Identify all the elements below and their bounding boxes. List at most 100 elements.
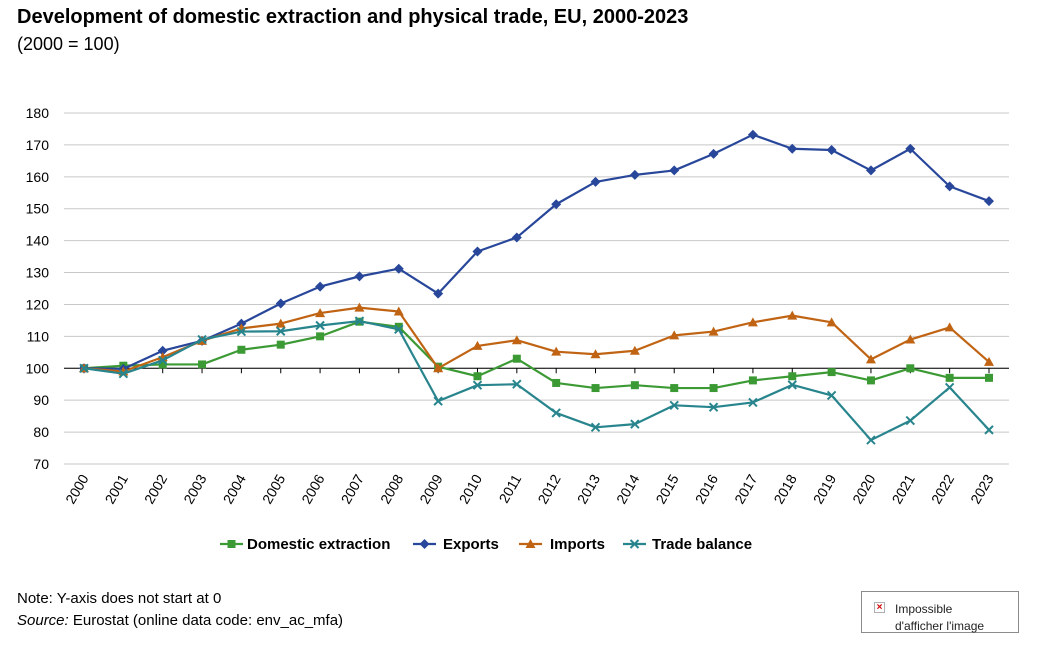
- trade-balance-line: [83, 319, 990, 442]
- y-tick-label: 170: [26, 137, 50, 153]
- domestic-extraction-point: [670, 384, 679, 393]
- x-tick-label: 2019: [810, 471, 840, 506]
- legend-item-domestic-extraction: Domestic extraction: [220, 536, 390, 553]
- x-tick-label: 2018: [770, 471, 800, 506]
- legend-label: Trade balance: [652, 536, 752, 553]
- data-series: [79, 129, 994, 445]
- exports-point: [944, 181, 955, 192]
- y-tick-label: 180: [26, 105, 50, 121]
- y-tick-label: 70: [33, 456, 49, 472]
- imports-point: [905, 334, 916, 344]
- trade-balance-point: [512, 379, 522, 389]
- trade-balance-point: [315, 320, 325, 331]
- chart-title: Development of domestic extraction and p…: [17, 6, 689, 28]
- legend-marker: [419, 539, 430, 549]
- domestic-extraction-point: [906, 364, 915, 373]
- trade-balance-point: [905, 415, 916, 426]
- imports-point: [944, 322, 955, 332]
- x-tick-label: 2014: [613, 471, 643, 506]
- y-tick-label: 100: [26, 360, 50, 376]
- domestic-extraction-point: [276, 340, 285, 349]
- trade-balance-point: [866, 435, 876, 445]
- trade-balance-point: [787, 380, 797, 390]
- domestic-extraction-point: [985, 373, 993, 382]
- y-axis-tick-labels: 70 80 90 100 110 120 130 140 150 160 170 180: [26, 105, 50, 472]
- x-tick-label: 2021: [888, 471, 918, 506]
- y-tick-label: 80: [33, 424, 49, 440]
- series-imports: [79, 302, 994, 376]
- exports-point: [511, 232, 522, 243]
- source-text: Eurostat (online data code: env_ac_mfa): [68, 612, 344, 629]
- imports-point: [669, 330, 680, 340]
- domestic-extraction-point: [709, 384, 718, 393]
- imports-point: [472, 340, 483, 350]
- exports-point: [669, 165, 680, 176]
- x-tick-label: 2010: [456, 471, 486, 506]
- x-tick-label: 2023: [967, 471, 997, 506]
- imports-point: [629, 345, 640, 355]
- domestic-extraction-point: [630, 381, 639, 390]
- legend-marker: [227, 540, 236, 548]
- imports-point: [747, 317, 758, 327]
- domestic-extraction-point: [198, 360, 207, 369]
- exports-point: [433, 288, 444, 299]
- series-trade-balance: [79, 316, 994, 445]
- x-tick-label: 2008: [377, 471, 407, 506]
- exports-point: [826, 145, 837, 156]
- source-line: Source: Eurostat (online data code: env_…: [17, 612, 343, 629]
- imports-point: [984, 356, 994, 366]
- x-tick-label: 2003: [180, 471, 210, 506]
- x-tick-label: 2015: [652, 471, 682, 506]
- domestic-extraction-point: [827, 368, 836, 377]
- trade-balance-point: [236, 326, 247, 337]
- exports-point: [393, 263, 404, 274]
- imports-point: [511, 335, 522, 345]
- domestic-extraction-point: [866, 376, 875, 385]
- domestic-extraction-point: [591, 384, 600, 393]
- trade-balance-point: [944, 382, 955, 393]
- legend-item-trade-balance: Trade balance: [623, 536, 752, 553]
- exports-point: [865, 165, 876, 176]
- trade-balance-point: [354, 316, 365, 326]
- y-tick-label: 130: [26, 265, 50, 281]
- exports-point: [551, 199, 562, 210]
- x-tick-label: 2017: [731, 471, 761, 506]
- exports-point: [157, 345, 168, 356]
- domestic-extraction-point: [473, 372, 482, 381]
- y-tick-label: 120: [26, 296, 50, 312]
- x-tick-label: 2020: [849, 471, 879, 506]
- legend-item-exports: Exports: [413, 536, 499, 553]
- imports-point: [275, 318, 286, 328]
- x-tick-label: 2009: [416, 471, 446, 506]
- imports-point: [433, 363, 444, 373]
- trade-balance-point: [984, 425, 994, 435]
- x-tick-label: 2013: [574, 471, 604, 506]
- exports-point: [787, 143, 798, 154]
- trade-balance-point: [748, 397, 758, 408]
- x-axis-tick-labels: 2000 2001 2002 2003 2004 2005 2006 2007 2008 2009…: [62, 368, 997, 506]
- exports-point: [905, 143, 916, 154]
- exports-point: [472, 246, 483, 257]
- x-tick-label: 2001: [102, 471, 132, 506]
- domestic-extraction-point: [945, 373, 954, 382]
- exports-point: [708, 148, 719, 159]
- exports-point: [354, 271, 365, 282]
- trade-balance-point: [276, 326, 286, 336]
- domestic-extraction-point: [394, 322, 403, 331]
- x-tick-label: 2005: [259, 471, 289, 506]
- x-tick-label: 2002: [141, 471, 171, 506]
- x-tick-label: 2004: [220, 471, 250, 506]
- y-tick-label: 150: [26, 201, 50, 217]
- imports-point: [787, 310, 798, 320]
- imports-point: [315, 308, 326, 318]
- y-tick-label: 110: [27, 328, 50, 344]
- domestic-extraction-point: [748, 376, 757, 385]
- x-tick-label: 2007: [338, 471, 368, 506]
- imports-point: [590, 349, 601, 359]
- domestic-extraction-line: [83, 320, 989, 390]
- x-tick-label: 2022: [928, 471, 958, 506]
- trade-balance-point: [394, 324, 404, 335]
- imports-line: [83, 306, 990, 373]
- y-tick-label: 140: [26, 233, 50, 249]
